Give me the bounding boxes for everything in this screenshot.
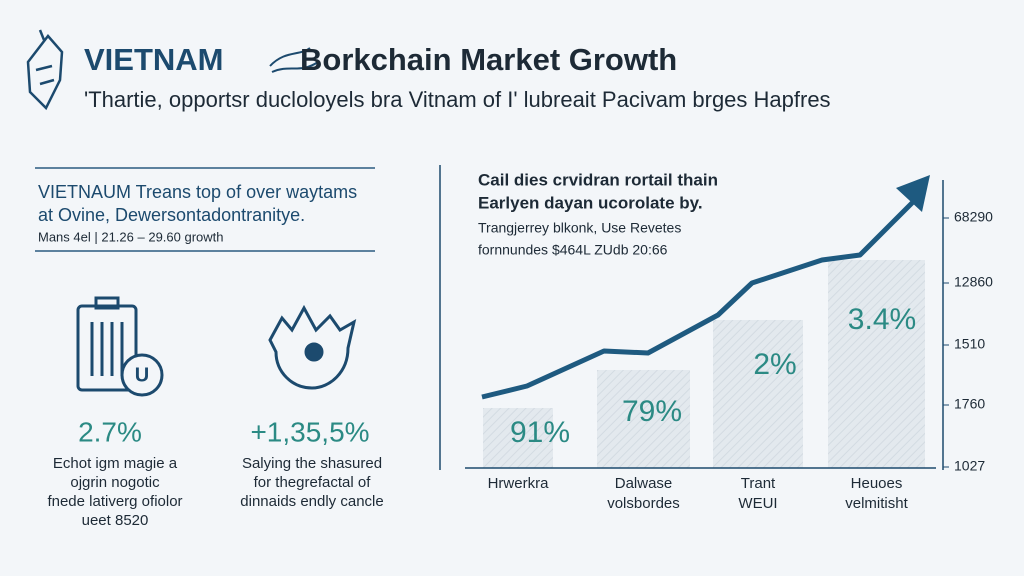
bar [828, 260, 925, 468]
axis-label: 1760 [954, 396, 985, 412]
axis-label: 12860 [954, 274, 993, 290]
stat-caption: dinnaids endly cancle [240, 493, 383, 510]
stat-value: 2.7% [78, 416, 142, 447]
bar-label: 2% [753, 348, 796, 381]
bar [597, 370, 690, 468]
category-label: Hrwerkra [488, 475, 549, 492]
category-label: Trant [741, 475, 776, 492]
panel-note: Mans 4el | 21.26 – 29.60 growth [38, 229, 224, 244]
axis-label: 68290 [954, 209, 993, 225]
panel-heading: at Ovine, Dewersontadontranitye. [38, 205, 305, 225]
bar [713, 320, 803, 468]
bar-label: 3.4% [848, 303, 916, 336]
splash-icon [268, 304, 357, 390]
category-label: Heuoes [851, 475, 903, 492]
axis-label: 1510 [954, 336, 985, 352]
subtitle: 'Thartie, opportsr ducloloyels bra Vitna… [84, 87, 831, 112]
category-label: volsbordes [607, 495, 680, 512]
stat-caption: ojgrin nogotic [70, 474, 160, 491]
chart-heading: Earlyen dayan ucorolate by. [478, 193, 703, 212]
trend-arrow [896, 175, 930, 212]
axis-label: 1027 [954, 458, 985, 474]
title: Borkchain Market Growth [300, 42, 677, 77]
brand: VIETNAM [84, 42, 224, 77]
stat-caption: fnede lativerg ofiolor [47, 493, 182, 510]
category-label: velmitisht [845, 495, 908, 512]
category-label: Dalwase [615, 475, 673, 492]
trend-line [481, 195, 920, 400]
svg-text:U: U [135, 364, 149, 386]
stat-caption: Salying the shasured [242, 455, 382, 472]
bar-label: 91% [510, 416, 570, 449]
brand-flourish [269, 47, 319, 73]
stat-caption: Echot igm magie a [53, 455, 178, 472]
chart-text: Trangjerrey blkonk, Use Revetes [478, 220, 681, 236]
logo-icon [26, 29, 64, 111]
panel-heading: VIETNAUM Treans top of over waytams [38, 182, 357, 202]
chart-text: fornnundes $464L ZUdb 20:66 [478, 242, 668, 258]
stat-value: +1,35,5% [250, 416, 369, 447]
category-label: WEUI [738, 495, 777, 512]
clipboard-icon: U [76, 296, 164, 397]
chart-heading: Cail dies crvidran rortail thain [478, 170, 718, 189]
bar-label: 79% [622, 395, 682, 428]
stat-caption: for thegrefactal of [254, 474, 372, 491]
bar [483, 408, 553, 468]
stat-caption: ueet 8520 [82, 512, 149, 529]
